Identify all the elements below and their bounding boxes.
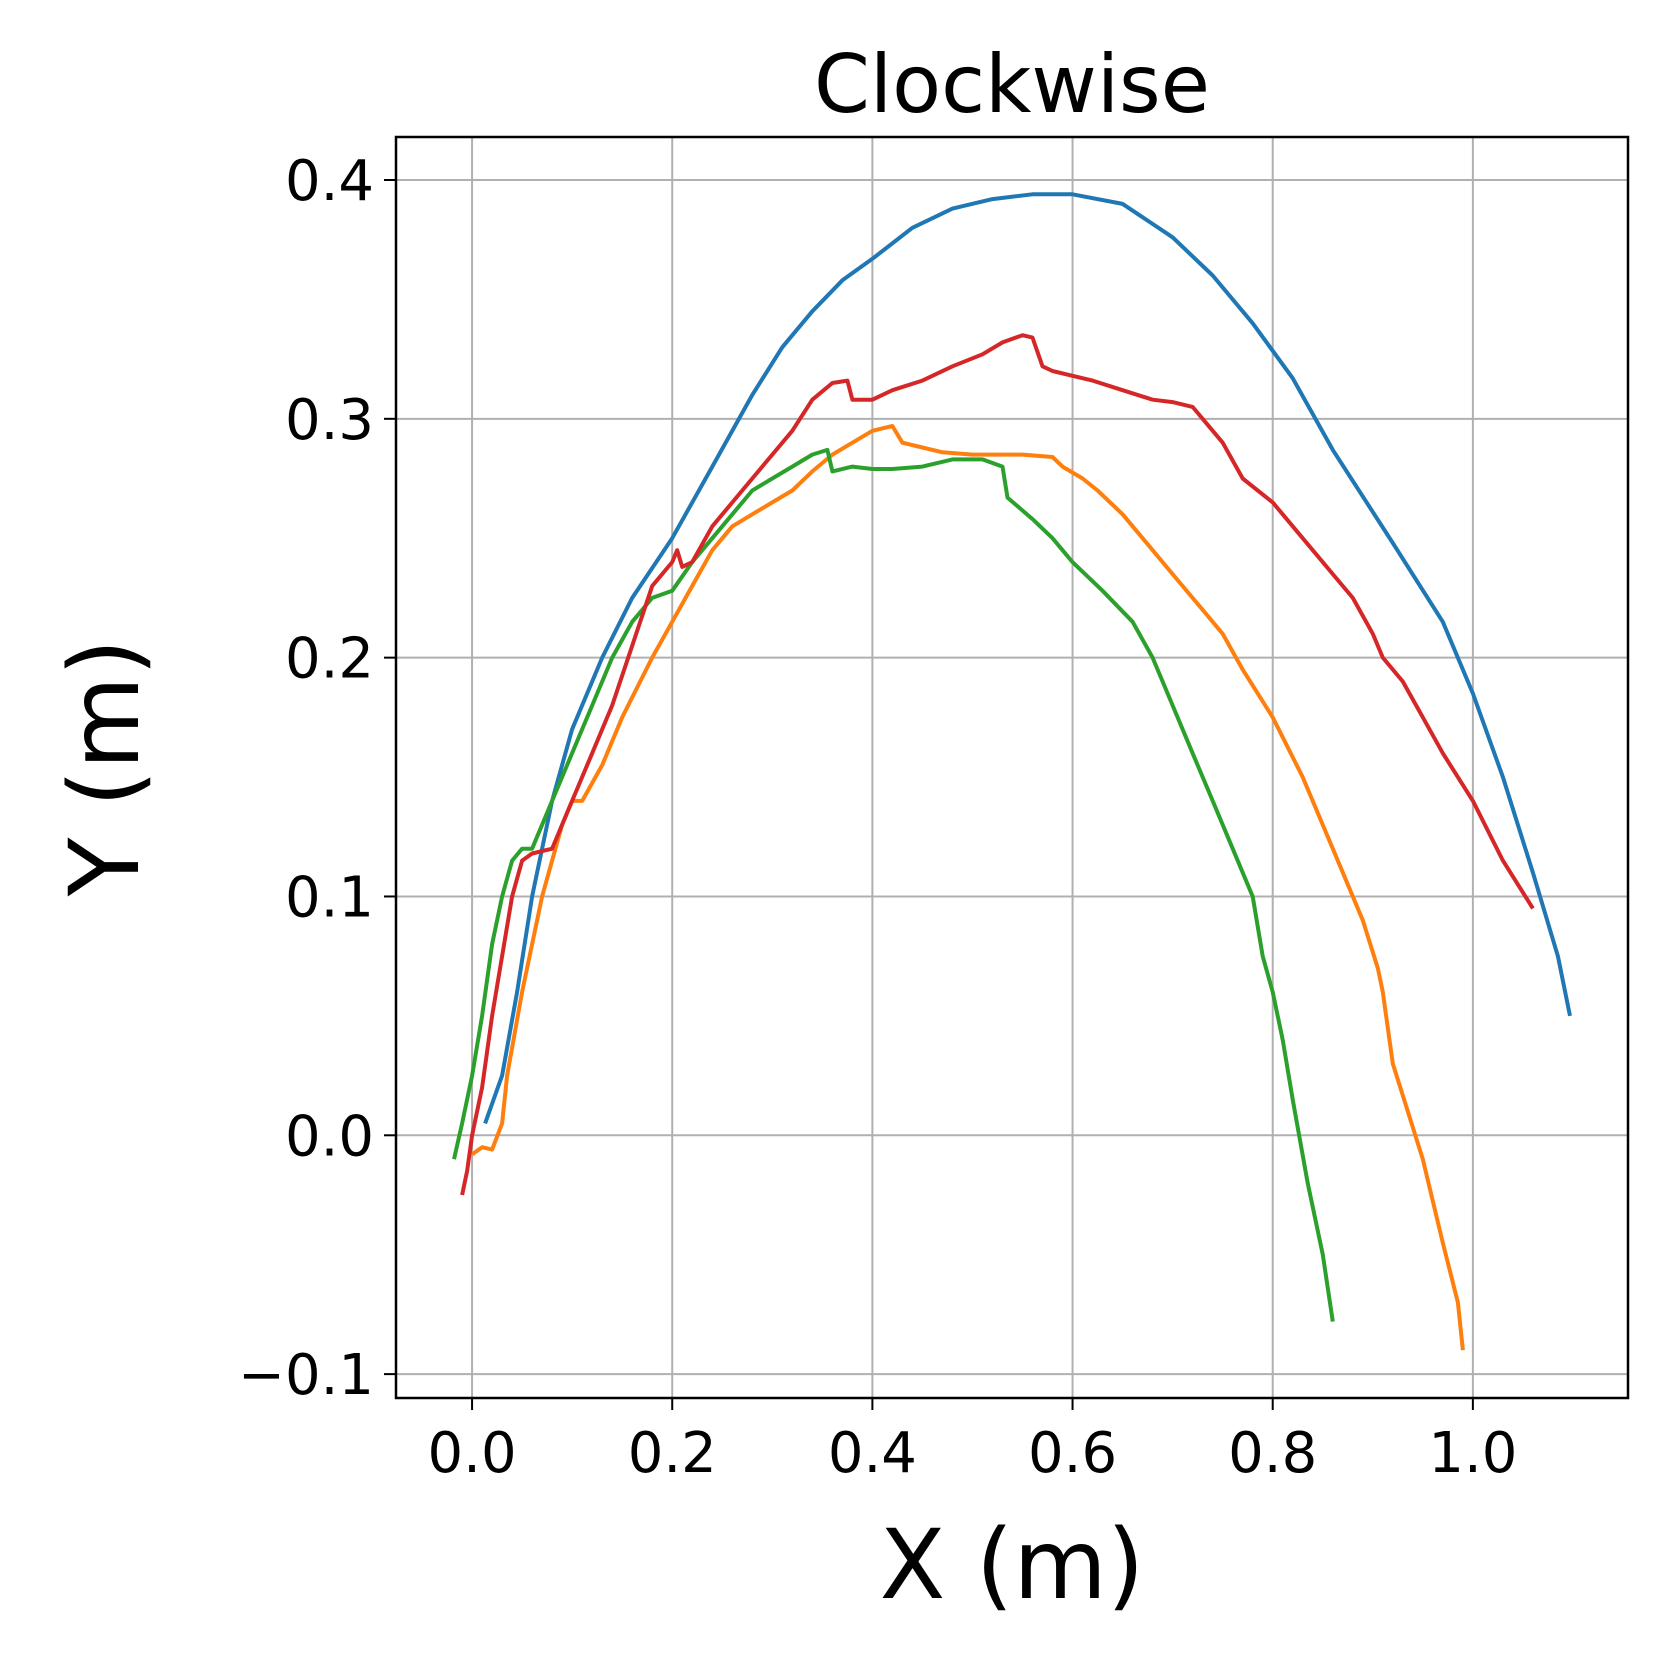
y-tick-label: 0.1 [285, 865, 374, 930]
x-tick-label: 0.0 [428, 1421, 517, 1486]
plot-frame [394, 135, 1630, 1400]
series-group [452, 192, 1572, 1351]
x-axis-label: X (m) [880, 1509, 1145, 1621]
series-line-2 [470, 424, 1465, 1351]
x-tick-label: 0.8 [1228, 1421, 1317, 1486]
series-line-3 [452, 447, 1335, 1322]
y-tick-label: 0.3 [285, 388, 374, 453]
y-tick-label: 0.0 [285, 1104, 374, 1169]
x-tick-label: 0.4 [828, 1421, 917, 1486]
x-tick-label: 0.2 [628, 1421, 717, 1486]
y-tick-label: −0.1 [238, 1343, 374, 1408]
chart-title: Clockwise [814, 38, 1210, 131]
y-tick-label: 0.2 [285, 627, 374, 692]
x-tick-label: 1.0 [1428, 1421, 1517, 1486]
series-line-4 [460, 333, 1535, 1196]
y-axis-label: Y (m) [49, 639, 161, 898]
ticks: 0.0 0.2 0.4 0.6 0.8 1.0 −0.1 0.0 0.1 0.2 0.3 0.4 [238, 149, 1517, 1486]
x-tick-label: 0.6 [1028, 1421, 1117, 1486]
series-line-1 [483, 192, 1572, 1125]
y-tick-label: 0.4 [285, 149, 374, 214]
grid [396, 137, 1628, 1398]
